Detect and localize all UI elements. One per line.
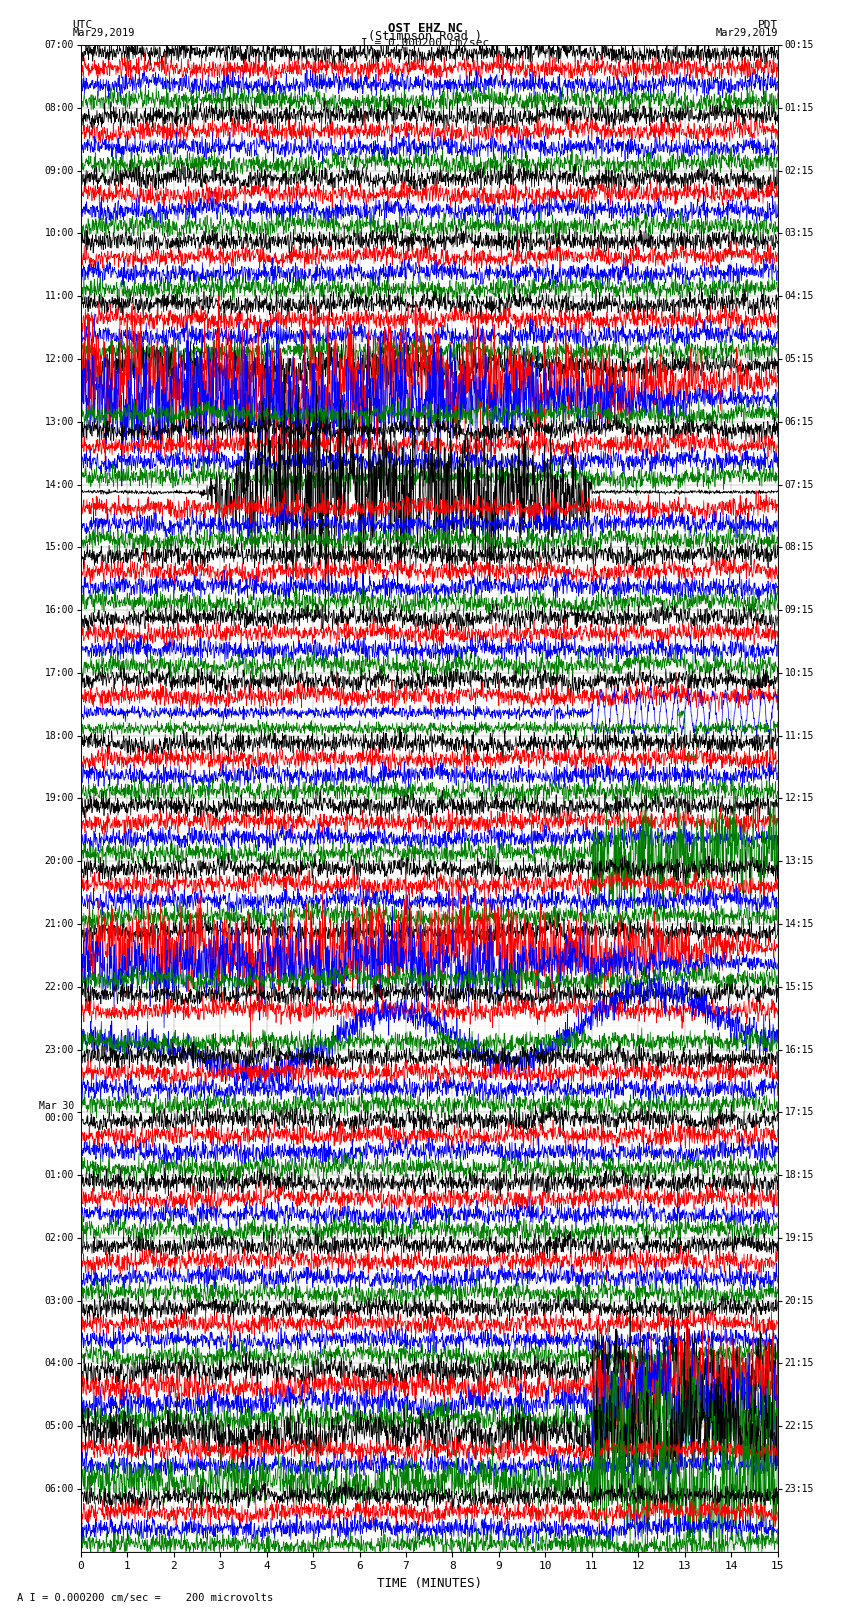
Text: OST EHZ NC: OST EHZ NC (388, 23, 462, 35)
Text: Mar29,2019: Mar29,2019 (72, 29, 135, 39)
Text: UTC: UTC (72, 19, 93, 31)
Text: Mar29,2019: Mar29,2019 (715, 29, 778, 39)
Text: (Stimpson Road ): (Stimpson Road ) (368, 31, 482, 44)
X-axis label: TIME (MINUTES): TIME (MINUTES) (377, 1578, 482, 1590)
Text: I = 0.000200 cm/sec: I = 0.000200 cm/sec (361, 39, 489, 48)
Text: PDT: PDT (757, 19, 778, 31)
Text: A I = 0.000200 cm/sec =    200 microvolts: A I = 0.000200 cm/sec = 200 microvolts (17, 1594, 273, 1603)
